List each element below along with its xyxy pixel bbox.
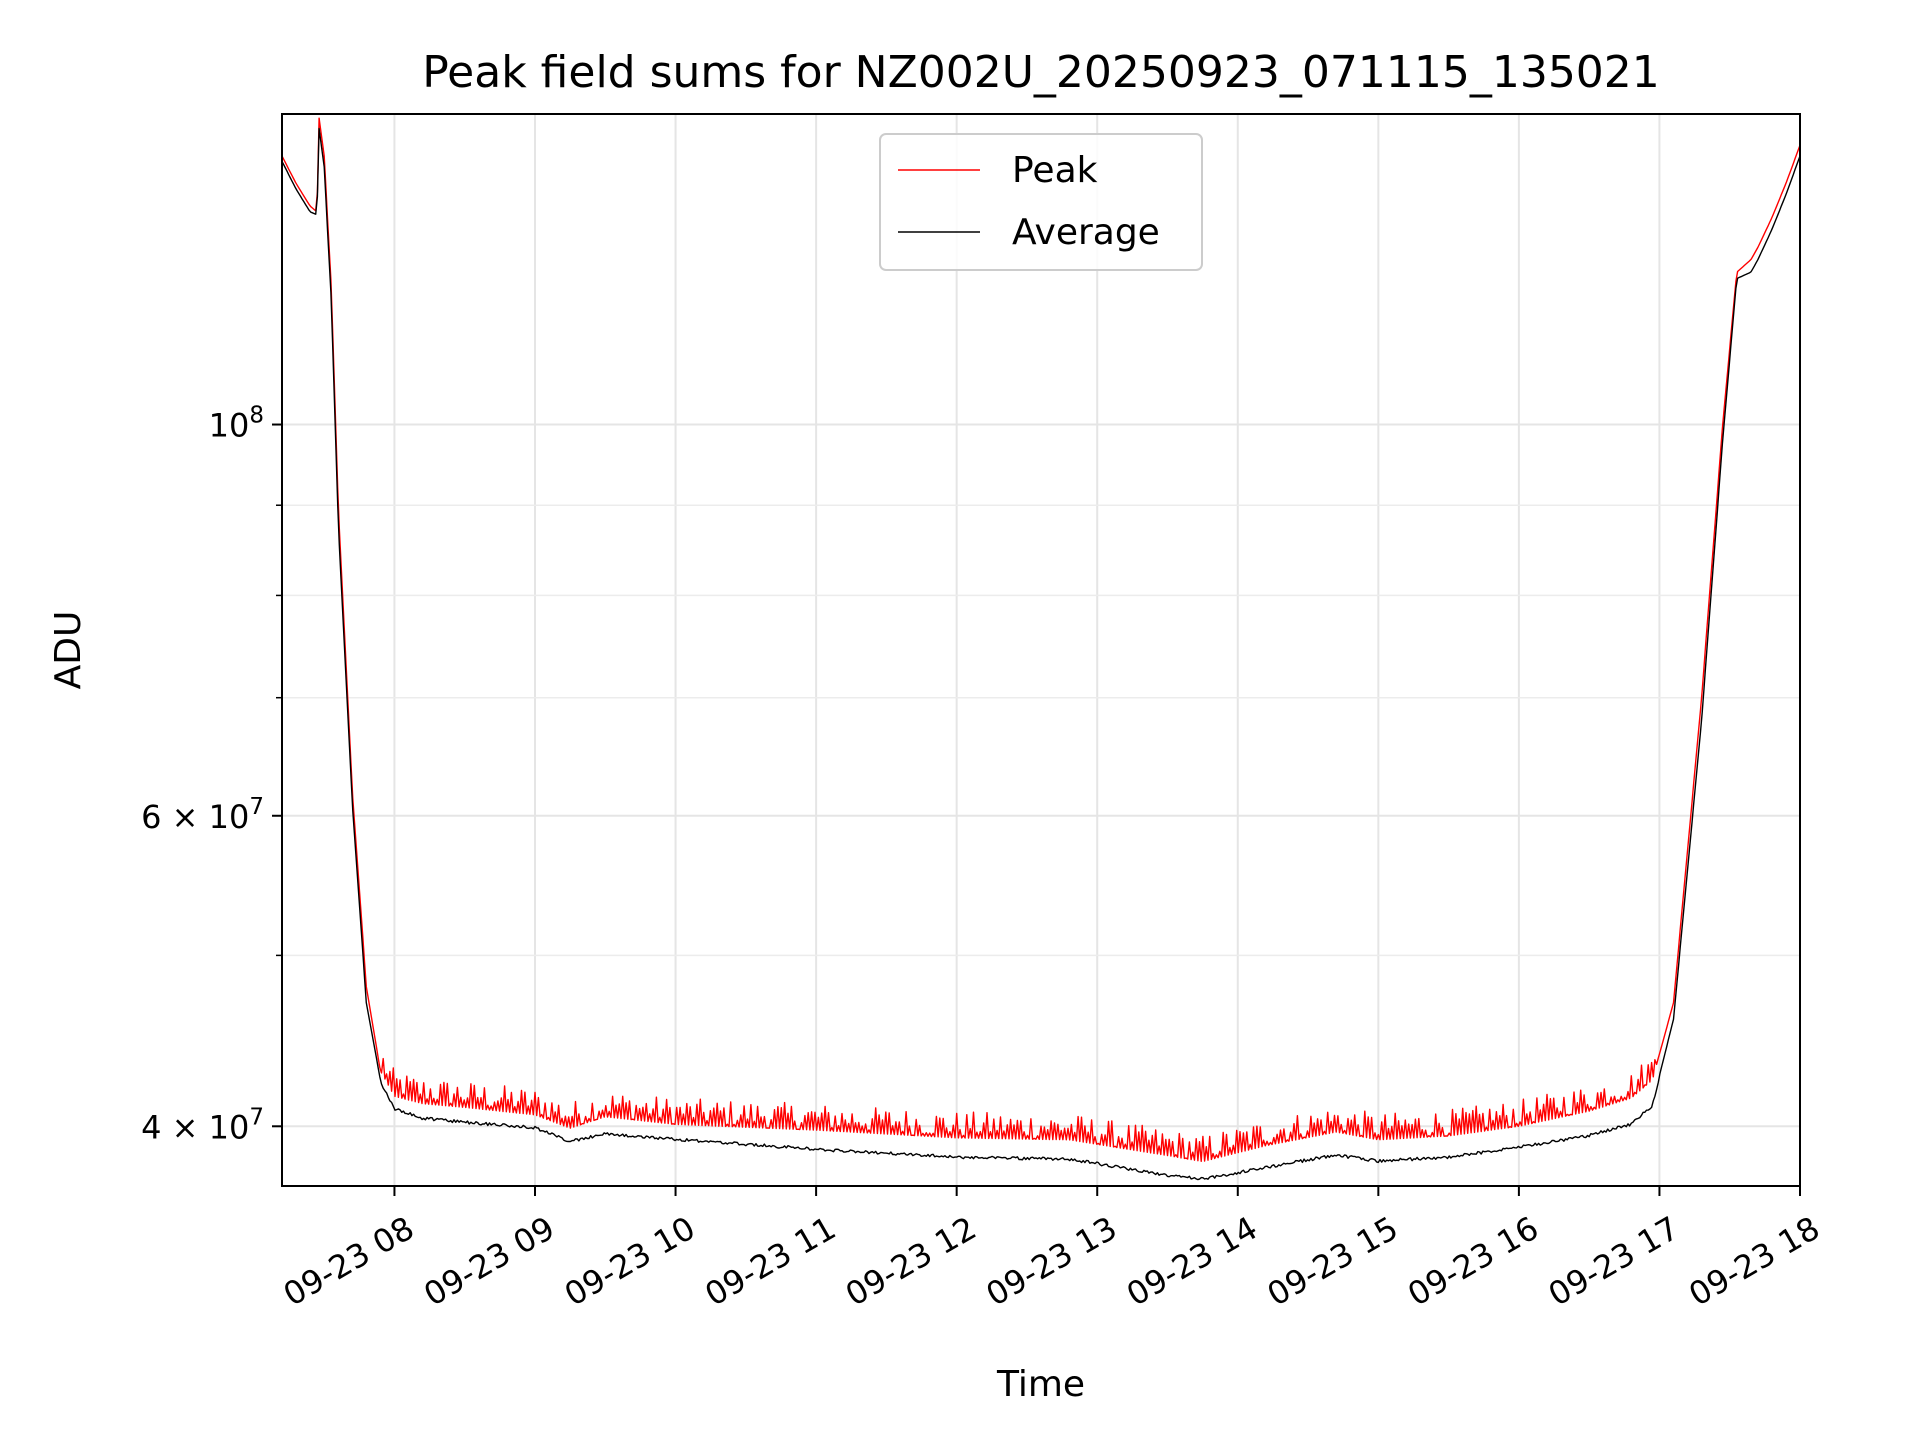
plot-series (281, 117, 1801, 1181)
legend-peak-label: Peak (1012, 150, 1098, 191)
chart-title: Peak field sums for NZ002U_20250923_0711… (422, 47, 1660, 98)
series-line-average (281, 127, 1801, 1181)
plot-frame (281, 113, 1801, 1187)
y-tick-label: 6 × 107 (141, 794, 264, 836)
y-tick-base: 10 (209, 1108, 250, 1146)
legend-box (879, 133, 1203, 271)
x-axis-label: Time (996, 1364, 1085, 1405)
y-tick-label: 4 × 107 (141, 1104, 264, 1146)
y-tick-mantissa: 4 (141, 1108, 161, 1146)
legend: Peak Average (879, 133, 1203, 271)
y-tick-base: 10 (209, 798, 250, 836)
legend-average-label: Average (1012, 212, 1160, 253)
y-tick-label: 108 (209, 403, 264, 445)
y-tick-exponent: 7 (249, 794, 264, 820)
y-tick-base: 10 (209, 407, 250, 445)
y-axis-label: ADU (48, 611, 89, 690)
y-tick-exponent: 7 (249, 1104, 264, 1130)
y-tick-exponent: 8 (249, 403, 264, 429)
y-tick-mantissa: 6 (141, 798, 161, 836)
series-line-peak (281, 117, 1801, 1162)
